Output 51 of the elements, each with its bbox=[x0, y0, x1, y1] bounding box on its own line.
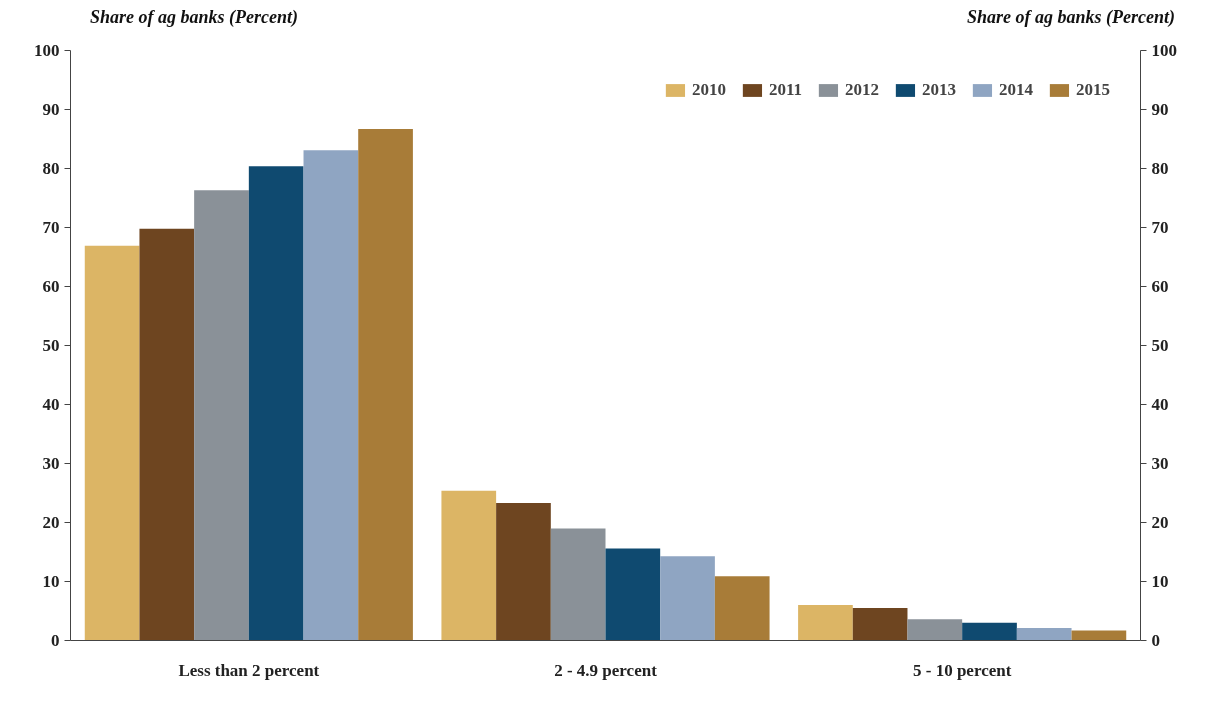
bar bbox=[496, 503, 551, 641]
y-tick-label: 40 bbox=[42, 395, 60, 414]
legend-label: 2011 bbox=[768, 80, 802, 100]
y-tick-label: 0 bbox=[51, 631, 60, 650]
bar bbox=[852, 608, 908, 641]
y-tick-label: 70 bbox=[42, 218, 60, 237]
bar bbox=[84, 245, 140, 641]
y2-tick-label: 50 bbox=[1151, 336, 1169, 355]
bar bbox=[1071, 630, 1127, 641]
bar bbox=[605, 548, 661, 641]
y2-tick-label: 10 bbox=[1151, 572, 1169, 591]
y2-tick-label: 60 bbox=[1151, 277, 1169, 296]
bar bbox=[714, 576, 770, 641]
bar bbox=[139, 228, 195, 641]
y2-tick-label: 100 bbox=[1151, 41, 1177, 60]
y2-tick-label: 0 bbox=[1151, 631, 1160, 650]
bar bbox=[962, 622, 1017, 641]
y-tick-label: 20 bbox=[42, 513, 60, 532]
legend-label: 2010 bbox=[691, 80, 726, 100]
bar bbox=[660, 556, 715, 641]
y-tick-label: 100 bbox=[34, 41, 60, 60]
legend-label: 2014 bbox=[999, 80, 1033, 100]
legend-label: 2012 bbox=[845, 80, 879, 100]
legend-label: 2015 bbox=[1076, 80, 1110, 100]
y2-tick-label: 70 bbox=[1151, 218, 1169, 237]
bar bbox=[907, 619, 963, 641]
x-tick-label: Less than 2 percent bbox=[178, 660, 320, 680]
y-tick-label: 60 bbox=[42, 277, 60, 296]
y-tick-label: 90 bbox=[42, 100, 60, 119]
bar bbox=[1016, 628, 1072, 641]
x-tick-label: 2 - 4.9 percent bbox=[554, 660, 658, 680]
bar bbox=[303, 150, 359, 641]
legend-label: 2013 bbox=[922, 80, 956, 100]
x-tick-label: 5 - 10 percent bbox=[912, 660, 1012, 680]
y-tick-label: 10 bbox=[42, 572, 60, 591]
y2-tick-label: 30 bbox=[1151, 454, 1169, 473]
y2-tick-label: 20 bbox=[1151, 513, 1169, 532]
y2-tick-label: 80 bbox=[1151, 159, 1169, 178]
bar bbox=[798, 605, 853, 641]
bar bbox=[194, 190, 249, 641]
y-tick-label: 50 bbox=[42, 336, 60, 355]
y-tick-label: 80 bbox=[42, 159, 60, 178]
y-tick-label: 30 bbox=[42, 454, 60, 473]
bar bbox=[358, 128, 413, 641]
y-axis-title: Share of ag banks (Percent) bbox=[90, 6, 298, 29]
bar bbox=[441, 490, 497, 641]
bar bbox=[550, 528, 606, 641]
y2-tick-label: 90 bbox=[1151, 100, 1169, 119]
y2-axis-title: Share of ag banks (Percent) bbox=[967, 6, 1175, 29]
y2-tick-label: 40 bbox=[1151, 395, 1169, 414]
bar bbox=[248, 166, 304, 641]
